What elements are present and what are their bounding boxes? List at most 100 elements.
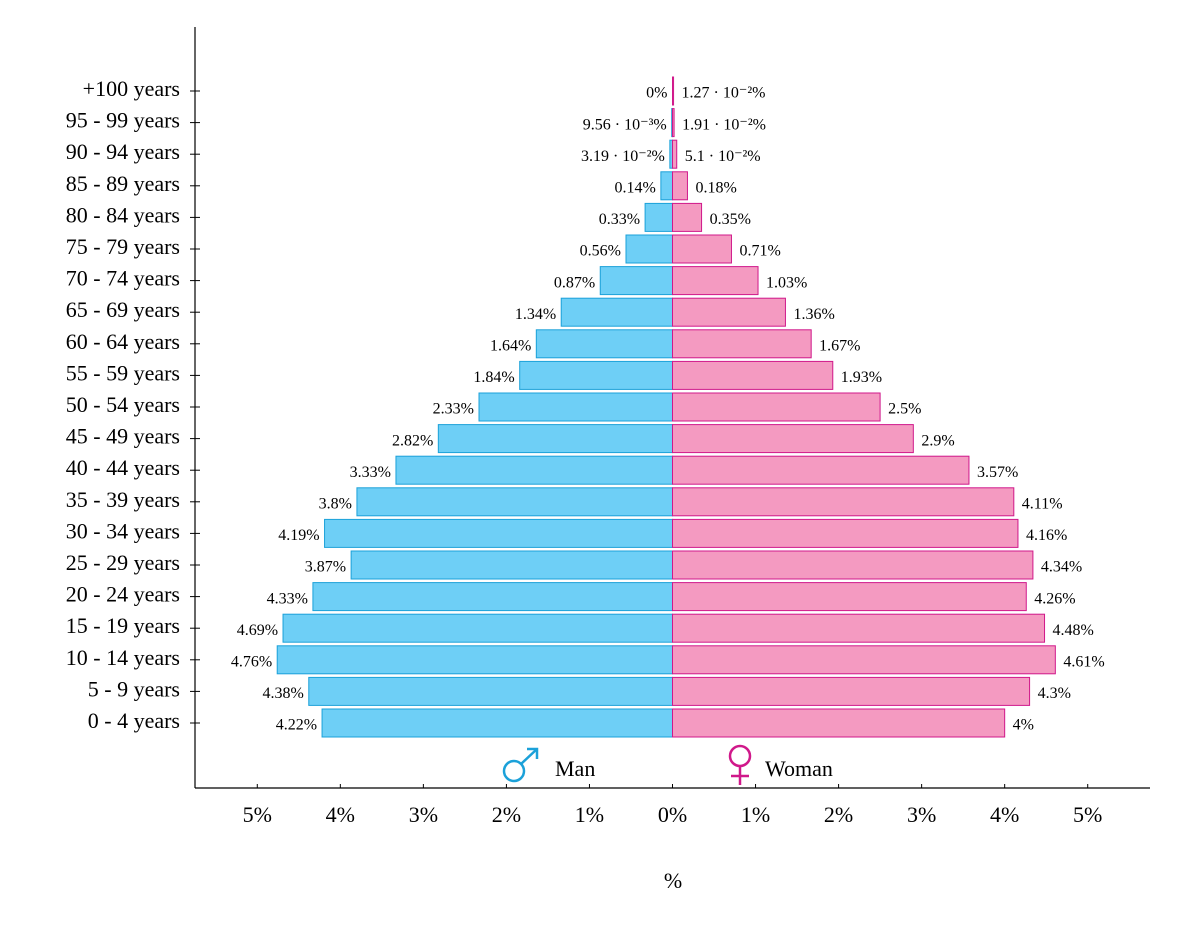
x-tick-label: 1% xyxy=(575,802,604,827)
value-label: 4.11% xyxy=(1022,495,1063,512)
y-tick-label: 75 - 79 years xyxy=(66,234,180,259)
x-tick-label: 2% xyxy=(492,802,521,827)
value-label: 4.61% xyxy=(1063,653,1104,670)
value-label: 1.36% xyxy=(793,306,834,323)
bar xyxy=(395,455,673,485)
value-label: 2.82% xyxy=(392,432,433,449)
x-tick-label: 2% xyxy=(824,802,853,827)
value-label: 1.93% xyxy=(841,369,882,386)
x-axis-label: % xyxy=(664,868,682,893)
bar xyxy=(672,234,732,264)
y-tick-label: 35 - 39 years xyxy=(66,487,180,512)
woman-icon xyxy=(728,744,752,785)
value-label: 4.33% xyxy=(267,590,308,607)
value-label: 1.67% xyxy=(819,337,860,354)
value-label: 2.5% xyxy=(888,401,921,418)
y-tick-label: 0 - 4 years xyxy=(88,708,180,733)
bar xyxy=(644,202,673,232)
value-label: 1.27 · 10⁻²% xyxy=(682,85,766,102)
bar xyxy=(660,171,673,201)
value-label: 1.84% xyxy=(473,369,514,386)
y-tick-label: 70 - 74 years xyxy=(66,266,180,291)
value-label: 0.71% xyxy=(739,243,780,260)
bar xyxy=(672,202,703,232)
y-tick-label: 90 - 94 years xyxy=(66,139,180,164)
value-label: 4.38% xyxy=(262,685,303,702)
bar xyxy=(672,139,678,169)
bar xyxy=(672,645,1056,675)
value-label: 4% xyxy=(1013,717,1034,734)
value-label: 4.26% xyxy=(1034,590,1075,607)
bar xyxy=(672,266,759,296)
y-tick-label: 60 - 64 years xyxy=(66,329,180,354)
y-tick-label: 10 - 14 years xyxy=(66,645,180,670)
y-tick-label: 45 - 49 years xyxy=(66,424,180,449)
bar xyxy=(672,676,1031,706)
bar xyxy=(356,487,673,517)
bar xyxy=(599,266,674,296)
bar xyxy=(672,360,834,390)
bar xyxy=(672,550,1034,580)
value-label: 3.57% xyxy=(977,464,1018,481)
bar xyxy=(312,582,673,612)
value-label: 2.9% xyxy=(921,432,954,449)
value-label: 0.56% xyxy=(580,243,621,260)
bar xyxy=(560,297,673,327)
bar xyxy=(672,487,1015,517)
y-tick-label: 55 - 59 years xyxy=(66,360,180,385)
y-tick-label: 40 - 44 years xyxy=(66,455,180,480)
legend-label: Woman xyxy=(765,756,833,781)
bar xyxy=(672,392,881,422)
y-tick-label: +100 years xyxy=(83,76,180,101)
y-tick-label: 15 - 19 years xyxy=(66,613,180,638)
value-label: 2.33% xyxy=(433,401,474,418)
bar xyxy=(282,613,673,643)
value-label: 3.8% xyxy=(319,495,352,512)
bar xyxy=(672,424,914,454)
value-label: 0.35% xyxy=(710,211,751,228)
bar xyxy=(672,455,970,485)
x-tick-label: 4% xyxy=(990,802,1019,827)
value-label: 0.18% xyxy=(695,179,736,196)
bar xyxy=(478,392,673,422)
bar xyxy=(625,234,674,264)
bar xyxy=(672,76,675,106)
value-label: 3.33% xyxy=(350,464,391,481)
bar xyxy=(672,171,688,201)
bar xyxy=(672,582,1027,612)
bar xyxy=(672,297,786,327)
value-label: 1.91 · 10⁻²% xyxy=(682,116,766,133)
x-tick-label: 5% xyxy=(1073,802,1102,827)
y-tick-label: 50 - 54 years xyxy=(66,392,180,417)
value-label: 4.3% xyxy=(1038,685,1071,702)
value-label: 4.34% xyxy=(1041,559,1082,576)
value-label: 4.19% xyxy=(278,527,319,544)
y-tick-label: 80 - 84 years xyxy=(66,202,180,227)
value-label: 0.14% xyxy=(615,179,656,196)
x-tick-label: 5% xyxy=(243,802,272,827)
bar xyxy=(308,676,673,706)
x-tick-label: 4% xyxy=(326,802,355,827)
x-tick-label: 3% xyxy=(409,802,438,827)
y-tick-label: 85 - 89 years xyxy=(66,171,180,196)
x-tick-label: 3% xyxy=(907,802,936,827)
value-label: 0% xyxy=(646,85,667,102)
y-tick-label: 25 - 29 years xyxy=(66,550,180,575)
bar xyxy=(672,518,1019,548)
value-label: 9.56 · 10⁻³% xyxy=(583,116,667,133)
man-icon xyxy=(502,747,539,783)
bar xyxy=(321,708,673,738)
value-label: 4.16% xyxy=(1026,527,1067,544)
bar xyxy=(672,329,812,359)
value-label: 5.1 · 10⁻²% xyxy=(685,148,761,165)
value-label: 3.87% xyxy=(305,559,346,576)
y-tick-label: 20 - 24 years xyxy=(66,582,180,607)
bar xyxy=(350,550,673,580)
bar xyxy=(519,360,674,390)
bar xyxy=(276,645,673,675)
bar xyxy=(437,424,673,454)
value-label: 1.34% xyxy=(515,306,556,323)
value-label: 3.19 · 10⁻²% xyxy=(581,148,665,165)
value-label: 1.03% xyxy=(766,274,807,291)
y-tick-label: 95 - 99 years xyxy=(66,108,180,133)
